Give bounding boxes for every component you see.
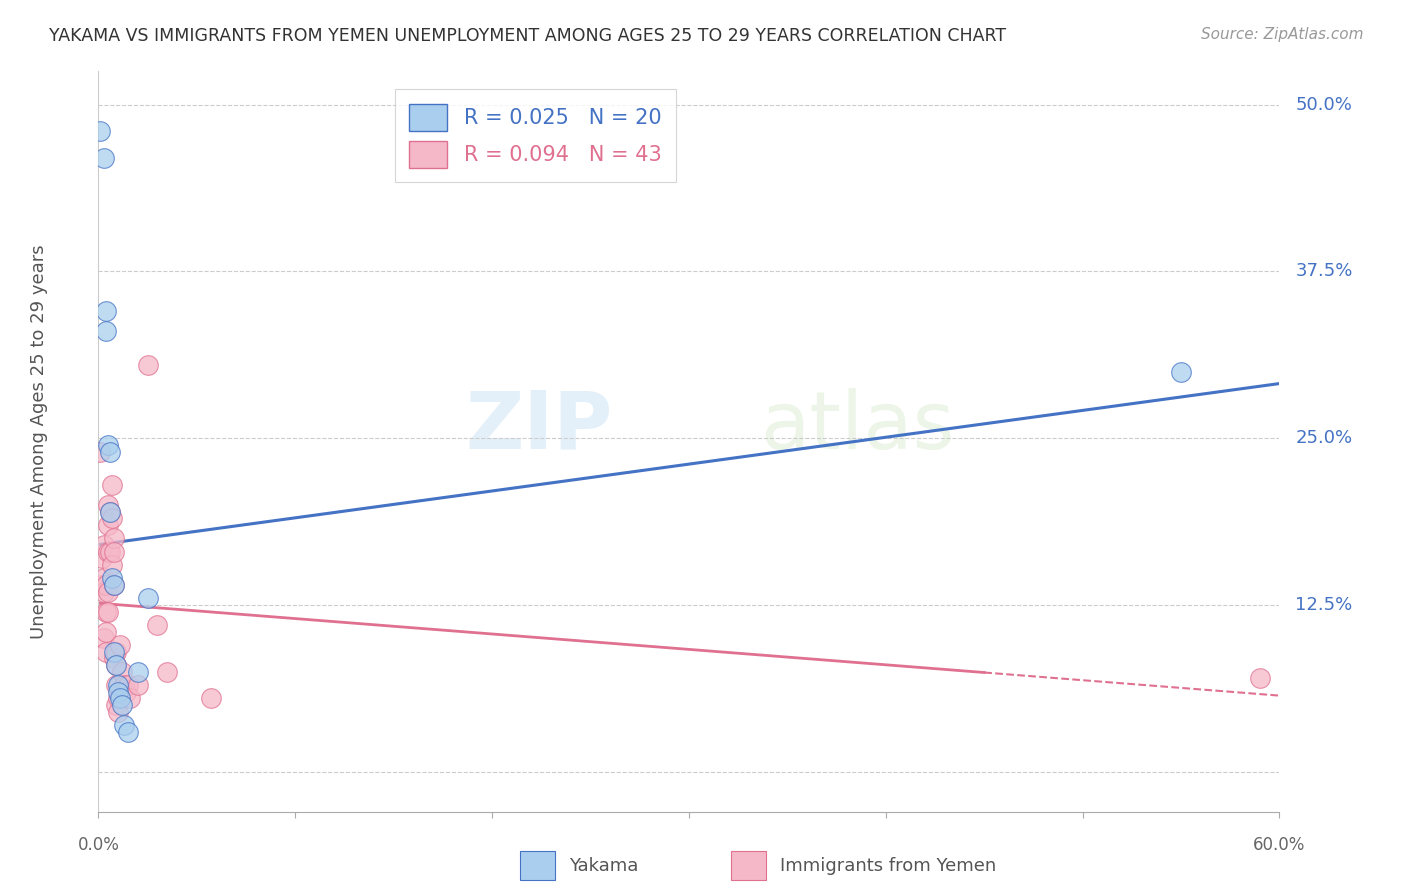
Point xyxy=(127,665,149,679)
Point xyxy=(107,684,129,698)
Point xyxy=(105,678,128,692)
Point xyxy=(117,724,139,739)
Text: 0.0%: 0.0% xyxy=(77,836,120,854)
Point xyxy=(136,591,159,606)
Point xyxy=(103,645,125,659)
Point xyxy=(101,478,124,492)
Point xyxy=(103,578,125,592)
Point xyxy=(105,698,128,712)
Point xyxy=(97,438,120,452)
Point xyxy=(97,584,120,599)
Point xyxy=(118,691,141,706)
Text: 25.0%: 25.0% xyxy=(1295,429,1353,447)
Point xyxy=(117,678,139,692)
Text: 37.5%: 37.5% xyxy=(1295,262,1353,280)
Point xyxy=(107,705,129,719)
Point xyxy=(89,444,111,458)
Legend: R = 0.025   N = 20, R = 0.094   N = 43: R = 0.025 N = 20, R = 0.094 N = 43 xyxy=(395,89,676,182)
Point xyxy=(107,691,129,706)
Text: 50.0%: 50.0% xyxy=(1295,95,1353,113)
Point xyxy=(156,665,179,679)
Point xyxy=(107,678,129,692)
Point xyxy=(112,718,135,732)
Text: 60.0%: 60.0% xyxy=(1253,836,1306,854)
Point xyxy=(136,358,159,372)
Point xyxy=(97,498,120,512)
Point xyxy=(108,691,131,706)
Point xyxy=(146,618,169,632)
Point xyxy=(101,511,124,525)
Point xyxy=(93,632,115,646)
Point xyxy=(1170,364,1192,378)
Point xyxy=(127,678,149,692)
Text: Source: ZipAtlas.com: Source: ZipAtlas.com xyxy=(1201,27,1364,42)
Point xyxy=(200,691,222,706)
Point xyxy=(91,551,114,566)
Text: atlas: atlas xyxy=(759,388,955,466)
Text: 12.5%: 12.5% xyxy=(1295,596,1353,614)
FancyBboxPatch shape xyxy=(731,851,766,880)
Point xyxy=(96,325,118,339)
Point xyxy=(103,578,125,592)
Point xyxy=(96,304,118,318)
Point xyxy=(93,571,115,585)
Text: Immigrants from Yemen: Immigrants from Yemen xyxy=(780,857,997,875)
Text: Unemployment Among Ages 25 to 29 years: Unemployment Among Ages 25 to 29 years xyxy=(31,244,48,639)
Point xyxy=(93,584,115,599)
Point xyxy=(103,651,125,665)
Point xyxy=(98,544,121,558)
Point xyxy=(111,698,134,712)
Point xyxy=(103,531,125,545)
Point xyxy=(103,544,125,558)
Point xyxy=(97,605,120,619)
Point xyxy=(96,605,118,619)
Point xyxy=(96,645,118,659)
Text: Yakama: Yakama xyxy=(569,857,638,875)
Point xyxy=(101,571,124,585)
Point xyxy=(105,645,128,659)
Point xyxy=(111,665,134,679)
Point xyxy=(115,684,138,698)
Point xyxy=(1249,671,1271,685)
Point xyxy=(105,657,128,672)
Point xyxy=(93,538,115,552)
Text: YAKAMA VS IMMIGRANTS FROM YEMEN UNEMPLOYMENT AMONG AGES 25 TO 29 YEARS CORRELATI: YAKAMA VS IMMIGRANTS FROM YEMEN UNEMPLOY… xyxy=(49,27,1007,45)
Point xyxy=(97,517,120,532)
Point xyxy=(96,578,118,592)
Point xyxy=(98,444,121,458)
Point xyxy=(105,657,128,672)
Point xyxy=(101,558,124,572)
Point xyxy=(91,578,114,592)
Point xyxy=(97,544,120,558)
Point xyxy=(98,505,121,519)
Point xyxy=(98,505,121,519)
Point xyxy=(96,624,118,639)
Point xyxy=(112,678,135,692)
FancyBboxPatch shape xyxy=(520,851,555,880)
Point xyxy=(108,638,131,652)
Text: ZIP: ZIP xyxy=(465,388,612,466)
Point xyxy=(93,151,115,165)
Point xyxy=(89,124,111,138)
